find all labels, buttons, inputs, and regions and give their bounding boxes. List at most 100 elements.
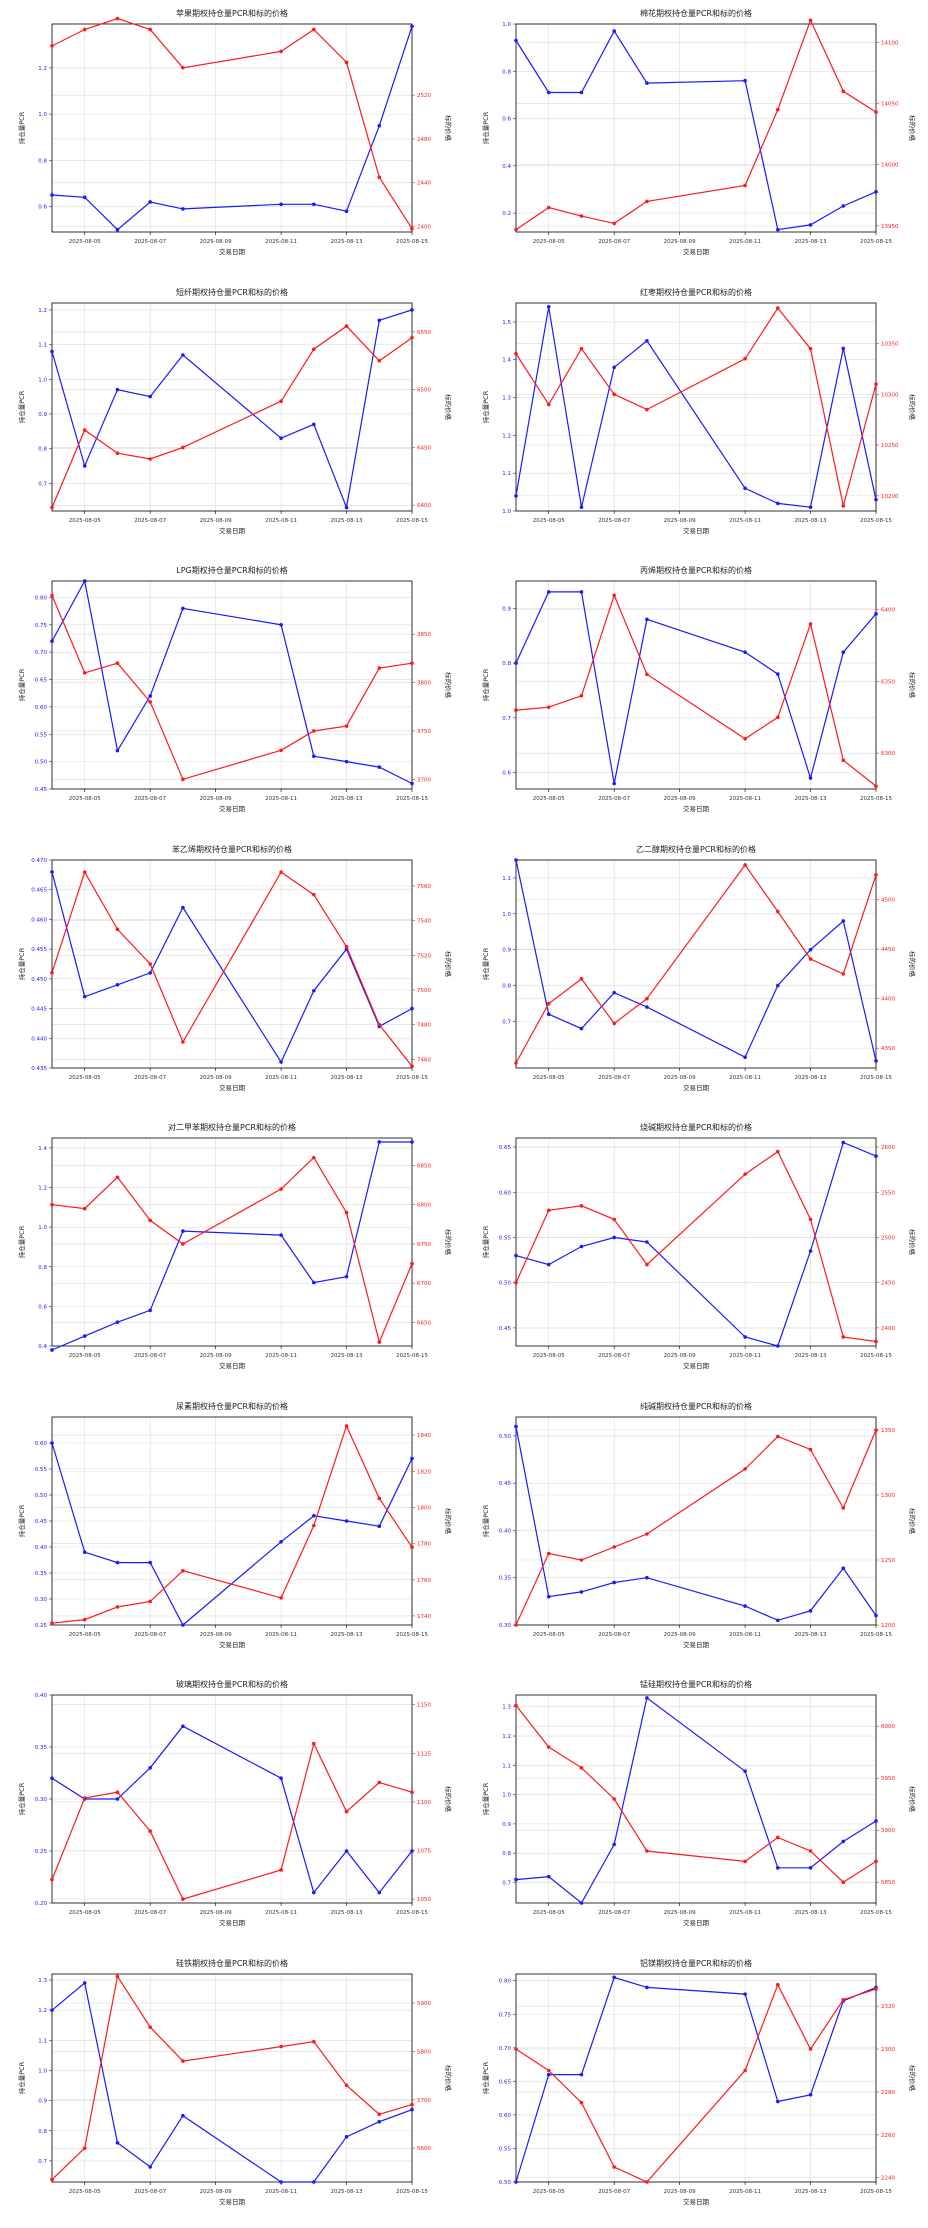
plot-frame	[51, 1973, 413, 2182]
chart-svg: 尿素期权持仓量PCR和标的价格 2025-08-05 2025-08-07 2025-…	[17, 1401, 453, 1649]
y-left-tick-label: 0.8	[502, 69, 511, 75]
pcr-point	[841, 1565, 846, 1570]
price-series-line	[515, 1150, 877, 1343]
y-right-tick-label: 5600	[417, 2146, 431, 2152]
price-point	[344, 323, 349, 328]
y-right-tick-label: 1150	[417, 1703, 431, 1709]
y-right-tick-label: 2400	[881, 1326, 895, 1332]
pcr-point	[514, 1253, 518, 1258]
y-right-tick-label: 1125	[417, 1751, 431, 1757]
y-left-tick-label: 0.70	[35, 650, 48, 656]
y-right-tick-label: 7460	[417, 1057, 431, 1063]
price-point	[874, 1339, 878, 1344]
price-point	[841, 971, 846, 976]
price-point	[579, 693, 584, 698]
pcr-point	[410, 307, 414, 312]
price-point	[645, 407, 649, 411]
y-right-tick-label: 7560	[417, 884, 431, 890]
pcr-point	[344, 1518, 349, 1523]
pcr-point	[546, 1874, 551, 1879]
y-left-tick-label: 0.450	[31, 976, 47, 982]
y-right-axis-label: 标的价格	[444, 1229, 453, 1256]
pcr-point	[514, 2179, 518, 2184]
y-right-tick-label: 6700	[417, 1281, 431, 1287]
x-tick-label: 2025-08-13	[331, 518, 363, 524]
price-point	[579, 214, 584, 218]
price-point	[312, 729, 316, 733]
y-left-tick-label: 0.7	[502, 1880, 511, 1886]
price-point	[82, 427, 87, 432]
y-left-tick-label: 0.40	[499, 1528, 512, 1534]
pcr-point	[743, 486, 747, 490]
chart-panel: 乙二醇期权持仓量PCR和标的价格 2025-08-05 2025-08-07 2025…	[464, 836, 928, 1115]
pcr-point	[743, 1603, 747, 1608]
chart-panel: LPG期权持仓量PCR和标的价格 2025-08-05 2025-08-07 2025…	[0, 557, 464, 836]
pcr-point	[776, 983, 780, 987]
y-left-tick-label: 0.4	[502, 164, 511, 170]
y-right-tick-label: 2320	[881, 2004, 895, 2010]
chart-svg: 烧碱期权持仓量PCR和标的价格 2025-08-05 2025-08-07 2025-…	[481, 1122, 917, 1370]
pcr-point	[410, 1849, 414, 1853]
pcr-point	[579, 590, 584, 594]
price-point	[312, 1155, 316, 1160]
pcr-point	[115, 1560, 120, 1564]
x-tick-label: 2025-08-09	[664, 1910, 696, 1916]
y-left-tick-label: 1.2	[502, 1734, 511, 1740]
pcr-point	[743, 1769, 747, 1773]
price-point	[874, 110, 878, 114]
y-left-tick-label: 0.6	[502, 117, 511, 123]
x-tick-label: 2025-08-09	[200, 1075, 232, 1081]
price-point	[82, 1796, 87, 1800]
x-tick-label: 2025-08-09	[664, 239, 696, 245]
pcr-series-line	[51, 1725, 413, 1894]
chart-svg: 红枣期权持仓量PCR和标的价格 2025-08-05 2025-08-07 2025-…	[481, 287, 917, 535]
y-right-axis-label: 标的价格	[908, 1229, 917, 1256]
y-left-tick-label: 0.50	[499, 1433, 512, 1439]
pcr-point	[377, 1140, 382, 1144]
price-point	[808, 1217, 813, 1222]
price-point	[82, 869, 87, 874]
x-tick-label: 2025-08-11	[265, 1632, 297, 1638]
pcr-point	[776, 1344, 780, 1348]
plot-frame	[515, 1694, 877, 1904]
y-left-axis-label: 持仓量PCR	[481, 111, 490, 144]
pcr-point	[743, 1991, 747, 1996]
pcr-point	[115, 1797, 120, 1801]
price-point	[181, 2058, 185, 2063]
pcr-point	[312, 2179, 316, 2184]
y-left-tick-label: 0.65	[35, 678, 48, 684]
chart-svg: 苹果期权持仓量PCR和标的价格 2025-08-05 2025-08-07 2025-…	[17, 8, 453, 256]
pcr-series-line	[515, 1141, 877, 1347]
price-point	[514, 1622, 518, 1627]
pcr-point	[579, 1589, 584, 1594]
pcr-point	[546, 1011, 551, 1016]
y-left-tick-label: 0.9	[38, 2098, 47, 2104]
y-right-axis-label: 标的价格	[444, 1508, 453, 1535]
price-point	[115, 1974, 120, 1978]
price-point	[743, 1172, 747, 1176]
price-point	[148, 700, 152, 704]
chart-svg: 玻璃期权持仓量PCR和标的价格 2025-08-05 2025-08-07 2025-…	[17, 1679, 453, 1927]
price-point	[546, 2068, 551, 2072]
y-right-tick-label: 7540	[417, 918, 431, 924]
y-right-tick-label: 6350	[881, 679, 895, 685]
y-left-tick-label: 1.2	[38, 307, 47, 313]
pcr-point	[645, 1985, 649, 1989]
chart-panel: 短纤期权持仓量PCR和标的价格 2025-08-05 2025-08-07 2025-…	[0, 279, 464, 558]
pcr-point	[410, 781, 414, 786]
pcr-point	[514, 857, 518, 862]
price-point	[776, 107, 780, 112]
pcr-point	[50, 1440, 54, 1445]
price-point	[148, 961, 152, 966]
y-left-tick-label: 0.65	[499, 2079, 512, 2085]
price-point	[546, 1551, 551, 1555]
price-point	[874, 872, 878, 877]
price-point	[410, 226, 414, 231]
price-point	[279, 1187, 283, 1191]
x-tick-label: 2025-08-05	[69, 518, 101, 524]
pcr-point	[612, 990, 616, 994]
pcr-point	[312, 202, 316, 207]
x-tick-label: 2025-08-15	[860, 1910, 892, 1916]
price-point	[841, 1880, 846, 1884]
y-right-tick-label: 6400	[417, 503, 431, 509]
